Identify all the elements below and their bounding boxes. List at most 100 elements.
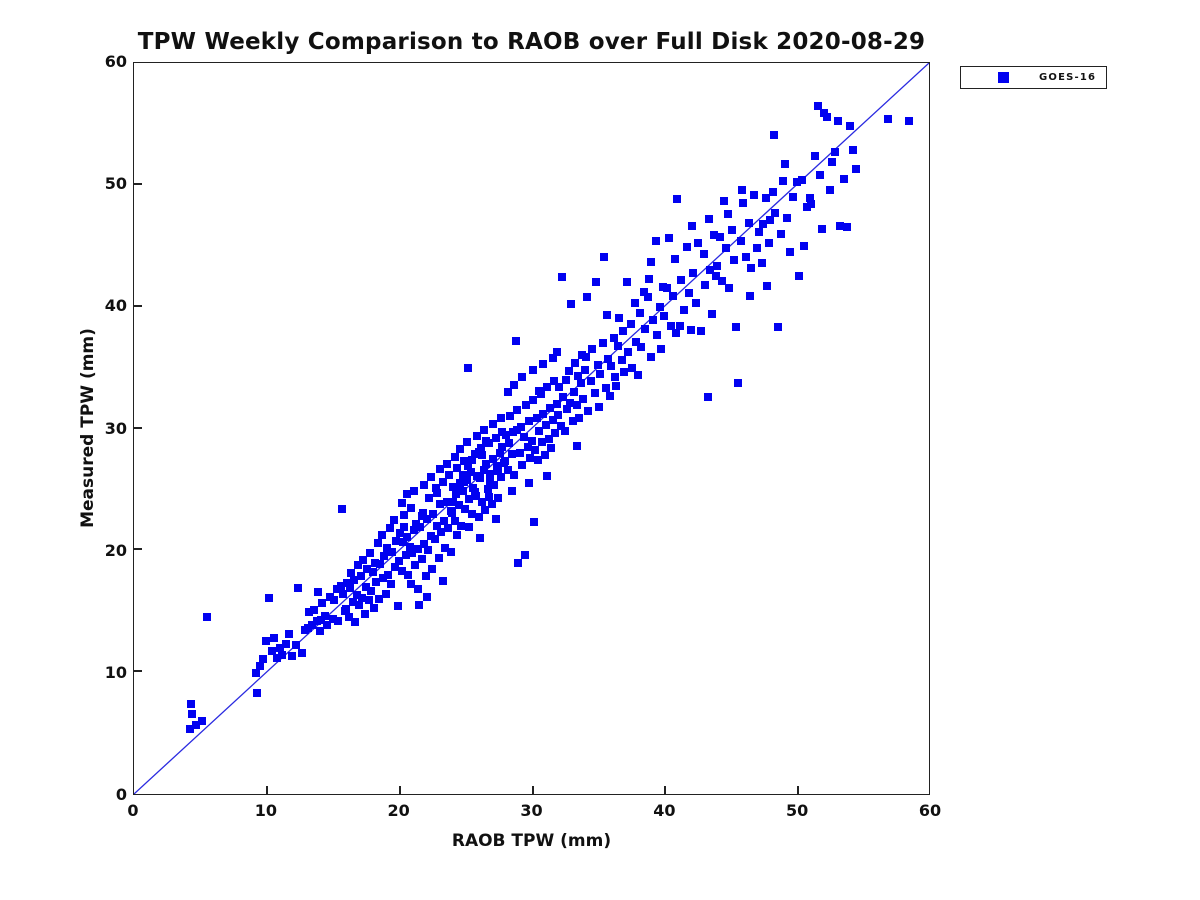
scatter-point: [396, 529, 405, 538]
scatter-point: [432, 484, 441, 493]
scatter-point: [422, 514, 431, 523]
scatter-point: [255, 662, 264, 671]
scatter-point: [482, 459, 491, 468]
scatter-point: [713, 262, 721, 271]
scatter-point: [429, 509, 438, 518]
y-tick-label: 20: [104, 540, 127, 560]
scatter-point: [620, 368, 629, 377]
x-tick-label: 0: [127, 801, 139, 820]
scatter-point: [462, 437, 471, 446]
scatter-point: [394, 557, 403, 566]
scatter-point: [444, 524, 453, 533]
scatter-point: [450, 517, 459, 526]
scatter-point: [426, 473, 435, 482]
scatter-point: [185, 725, 194, 734]
scatter-point: [304, 608, 313, 617]
x-tick-mark: [531, 786, 534, 794]
scatter-point: [453, 463, 462, 472]
scatter-point: [601, 384, 610, 393]
scatter-point: [479, 465, 488, 474]
scatter-point: [813, 101, 822, 110]
scatter-point: [503, 465, 512, 474]
scatter-point: [528, 366, 537, 375]
scatter-point: [512, 425, 521, 434]
scatter-point: [428, 564, 437, 573]
scatter-point: [532, 413, 541, 422]
scatter-point: [596, 369, 605, 378]
scatter-point: [441, 543, 450, 552]
scatter-point: [736, 236, 745, 245]
scatter-point: [557, 273, 566, 282]
scatter-point: [677, 275, 686, 284]
scatter-point: [703, 392, 712, 401]
scatter-point: [310, 606, 319, 615]
scatter-point: [344, 613, 353, 622]
scatter-point: [402, 532, 411, 541]
x-tick-label: 30: [520, 801, 543, 820]
scatter-point: [436, 464, 445, 473]
scatter-point: [560, 426, 569, 435]
scatter-point: [425, 493, 434, 502]
scatter-point: [377, 530, 386, 539]
scatter-point: [656, 302, 665, 311]
scatter-point: [445, 470, 454, 479]
scatter-point: [530, 518, 539, 527]
scatter-point: [475, 534, 484, 543]
scatter-point: [282, 640, 291, 649]
y-tick-mark: [134, 182, 142, 185]
scatter-point: [569, 387, 578, 396]
scatter-point: [413, 545, 422, 554]
y-tick-label: 0: [115, 785, 127, 804]
scatter-point: [522, 401, 531, 410]
scatter-point: [487, 500, 496, 509]
x-axis-label: RAOB TPW (mm): [451, 831, 612, 851]
scatter-point: [373, 539, 382, 548]
scatter-point: [510, 470, 519, 479]
scatter-point: [278, 651, 287, 660]
scatter-point: [383, 543, 392, 552]
scatter-point: [624, 347, 633, 356]
scatter-point: [830, 147, 839, 156]
scatter-point: [379, 574, 388, 583]
scatter-point: [414, 601, 423, 610]
scatter-point: [539, 359, 548, 368]
scatter-point: [442, 459, 451, 468]
scatter-point: [436, 500, 445, 509]
scatter-point: [334, 617, 343, 625]
scatter-point: [438, 576, 447, 585]
y-tick-mark: [134, 670, 142, 673]
scatter-point: [718, 277, 727, 286]
scatter-point: [406, 580, 415, 589]
scatter-point: [565, 398, 574, 407]
scatter-point: [679, 306, 688, 315]
plot-area: [133, 62, 930, 795]
scatter-point: [564, 367, 573, 376]
scatter-point: [552, 347, 561, 356]
scatter-point: [724, 284, 733, 293]
scatter-point: [413, 585, 422, 594]
scatter-point: [285, 630, 294, 639]
scatter-point: [515, 448, 524, 457]
scatter-point: [367, 586, 376, 595]
scatter-point: [451, 490, 460, 499]
scatter-point: [731, 323, 740, 332]
scatter-point: [666, 322, 675, 331]
scatter-point: [762, 194, 771, 203]
scatter-point: [531, 446, 540, 455]
scatter-point: [384, 570, 393, 579]
scatter-point: [375, 595, 384, 604]
scatter-point: [788, 193, 797, 202]
scatter-point: [422, 592, 431, 601]
scatter-point: [554, 411, 562, 420]
scatter-point: [535, 386, 544, 395]
scatter-point: [454, 501, 463, 510]
scatter-point: [630, 299, 639, 308]
scatter-point: [202, 613, 211, 622]
scatter-point: [353, 560, 362, 569]
scatter-point: [842, 223, 851, 232]
scatter-point: [576, 379, 585, 388]
scatter-point: [556, 422, 565, 431]
scatter-point: [568, 417, 577, 426]
scatter-point: [609, 334, 618, 343]
scatter-point: [380, 552, 389, 561]
